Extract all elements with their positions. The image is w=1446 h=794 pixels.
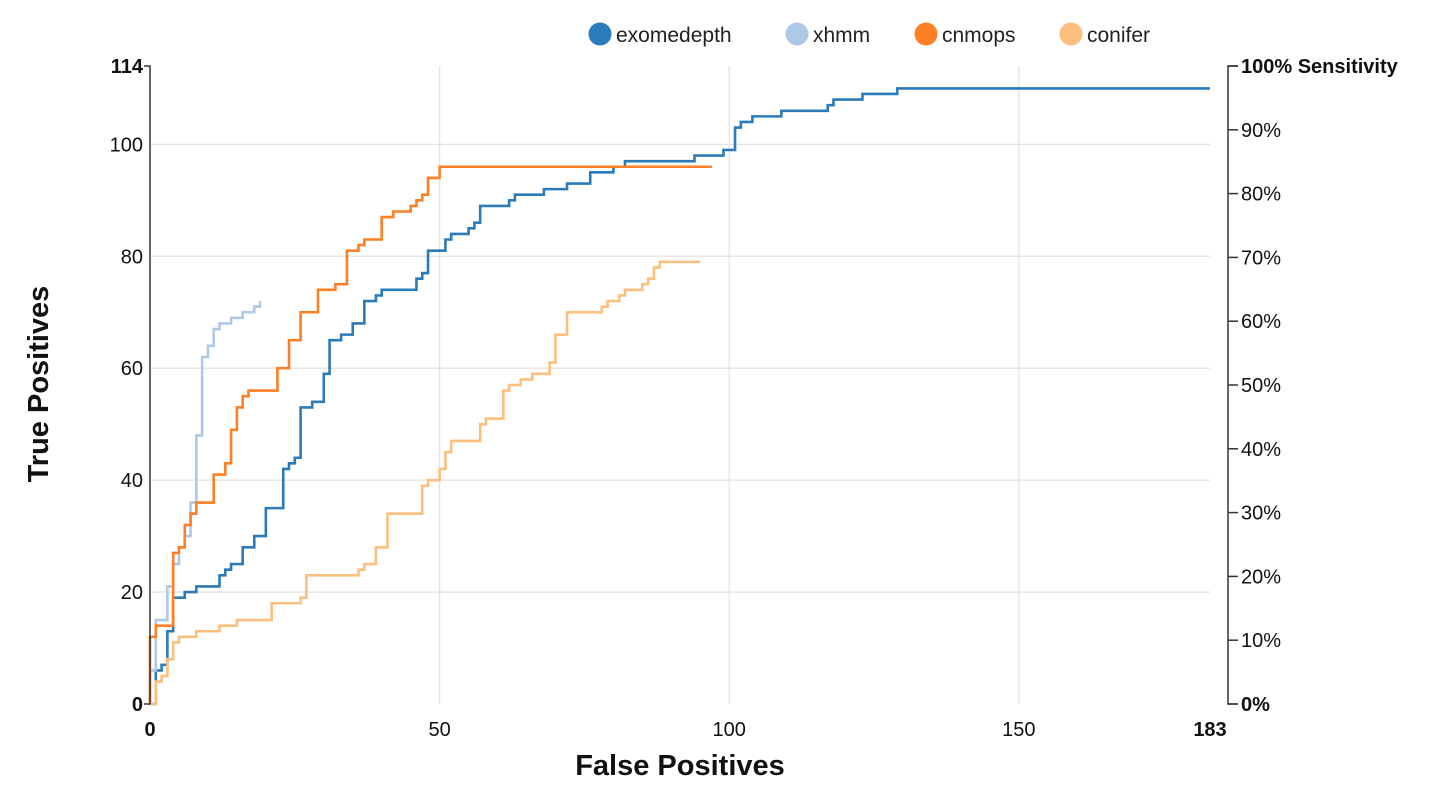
x-tick-label: 50 <box>428 719 450 741</box>
legend-swatch <box>588 22 612 46</box>
x-axis-title: False Positives <box>575 750 785 782</box>
y-tick-label: 100 <box>110 134 143 156</box>
x-tick-label: 183 <box>1193 719 1226 741</box>
y-tick-label: 80 <box>121 246 143 268</box>
legend-swatch <box>785 22 809 46</box>
legend-label: conifer <box>1087 24 1150 47</box>
legend-item-exomedepth[interactable]: exomedepth <box>588 22 732 48</box>
left-axis-line <box>144 65 151 705</box>
y-tick-label: 40 <box>121 470 143 492</box>
y-tick-label: 20 <box>121 582 143 604</box>
legend-item-conifer[interactable]: conifer <box>1059 22 1151 48</box>
gridlines <box>150 66 1210 704</box>
legend-label: cnmops <box>942 24 1016 47</box>
y2-tick-label: 60% <box>1241 311 1281 333</box>
y2-tick-labels: 0% 10% 20% 30% 40% 50% 60% 70% 80% 90% 100% Sensit… <box>1228 56 1399 716</box>
legend-item-cnmops[interactable]: cnmops <box>914 22 1016 48</box>
y-tick-label: 0 <box>132 694 143 716</box>
x-tick-labels: 0 50 100 150 183 <box>144 719 1226 741</box>
legend-label: exomedepth <box>616 24 732 47</box>
legend-label: xhmm <box>813 24 870 47</box>
y2-tick-label: 10% <box>1241 630 1281 652</box>
y-tick-labels: 0 20 40 60 80 100 114 <box>110 56 144 716</box>
y2-tick-label: 80% <box>1241 184 1281 206</box>
series-line-cnmops <box>148 165 712 704</box>
series-line-xhmm <box>148 301 262 704</box>
legend-swatch <box>914 22 938 46</box>
series-line-exomedepth <box>150 87 1210 706</box>
y2-tick-label: 70% <box>1241 247 1281 269</box>
y2-tick-label: 40% <box>1241 439 1281 461</box>
y2-tick-label: 20% <box>1241 566 1281 588</box>
y2-tick-label: 90% <box>1241 120 1281 142</box>
x-tick-label: 100 <box>713 719 746 741</box>
legend-item-xhmm[interactable]: xhmm <box>785 22 871 48</box>
x-tick-label: 150 <box>1002 719 1035 741</box>
y2-tick-label: 30% <box>1241 503 1281 525</box>
series-line-conifer <box>150 260 701 706</box>
legend-swatch <box>1059 22 1083 46</box>
y2-tick-label: 0% <box>1241 694 1270 716</box>
y2-tick-label: 50% <box>1241 375 1281 397</box>
series-layer <box>148 87 1210 706</box>
legend: exomedepth xhmm cnmops conifer <box>588 22 1151 48</box>
y-axis-title: True Positives <box>23 286 55 483</box>
y2-tick-label: 100% Sensitivity <box>1241 56 1399 78</box>
x-tick-label: 0 <box>144 719 155 741</box>
y-tick-label: 114 <box>111 56 144 78</box>
y-tick-label: 60 <box>121 358 143 380</box>
